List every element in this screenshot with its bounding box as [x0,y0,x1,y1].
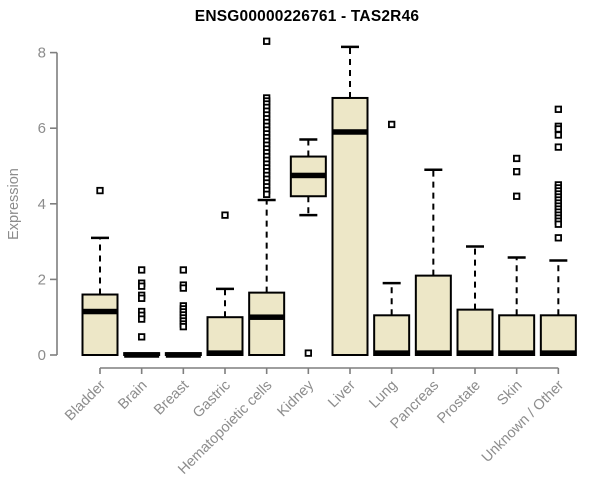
outlier-point [138,294,146,302]
median-line [249,314,285,320]
outlier-point [263,190,271,199]
iqr-box [498,314,536,356]
median-line [457,350,493,356]
outlier-point [138,333,146,341]
boxplot-group-bladder [81,186,119,356]
outlier-point [513,192,521,200]
outlier-point [554,125,562,133]
median-line [415,350,451,356]
median-line [540,350,576,356]
outlier-point [554,105,562,113]
median-line [374,350,410,356]
median-line [290,172,326,179]
boxplot-group-hematopoietic-cells [248,37,286,357]
boxplot-group-lung [373,120,411,356]
y-axis-title: Expression [6,168,22,240]
y-tick-label: 6 [38,120,46,137]
category-label: Brain [115,378,150,413]
iqr-box [456,308,494,357]
boxplot-group-unknown-other [539,105,577,356]
iqr-box [331,96,369,357]
outlier-point [554,220,562,228]
boxplot-group-brain [123,266,161,358]
outlier-point [138,282,146,290]
category-label: Prostate [434,378,483,427]
outlier-point [138,266,146,274]
y-axis: 0 2 4 6 8 [38,45,58,364]
iqr-box [539,314,577,356]
boxplot-group-liver [331,45,369,357]
outlier-point [513,154,521,163]
median-line [165,352,201,358]
outlier-point [388,120,396,129]
y-tick-label: 8 [38,45,46,62]
median-line [499,350,535,356]
median-line [332,129,368,135]
category-label: Skin [494,378,525,409]
category-label: Bladder [62,377,109,424]
outlier-point [554,234,562,242]
median-line [124,352,160,358]
median-line [207,350,243,356]
boxplot-group-breast [164,266,202,358]
boxplot-group-prostate [456,245,494,357]
outlier-point [96,186,104,195]
outlier-point [138,315,146,323]
outlier-point [221,211,229,219]
y-tick-label: 0 [38,347,46,364]
category-label: Lung [366,378,400,412]
boxplot-group-skin [498,154,536,356]
iqr-box [206,316,244,357]
outlier-point [554,131,562,139]
category-label: Liver [325,377,359,411]
boxplot-group-gastric [206,211,244,357]
outlier-point [554,143,562,151]
iqr-box [248,291,286,357]
boxplot-group-kidney [289,138,327,357]
median-line [82,308,118,315]
iqr-box [373,314,411,356]
outlier-point [513,168,521,176]
chart-title: ENSG00000226761 - TAS2R46 [194,8,420,25]
y-tick-label: 4 [38,196,46,213]
category-label: Kidney [274,377,317,420]
outlier-point [179,322,187,331]
iqr-box [81,293,119,356]
outlier-point [263,37,271,45]
y-tick-label: 2 [38,271,46,288]
outlier-point [179,284,187,292]
boxplot-group-pancreas [414,168,452,356]
iqr-box [414,274,452,356]
outlier-point [304,349,312,357]
category-label: Breast [151,378,192,419]
outlier-point [179,266,187,274]
